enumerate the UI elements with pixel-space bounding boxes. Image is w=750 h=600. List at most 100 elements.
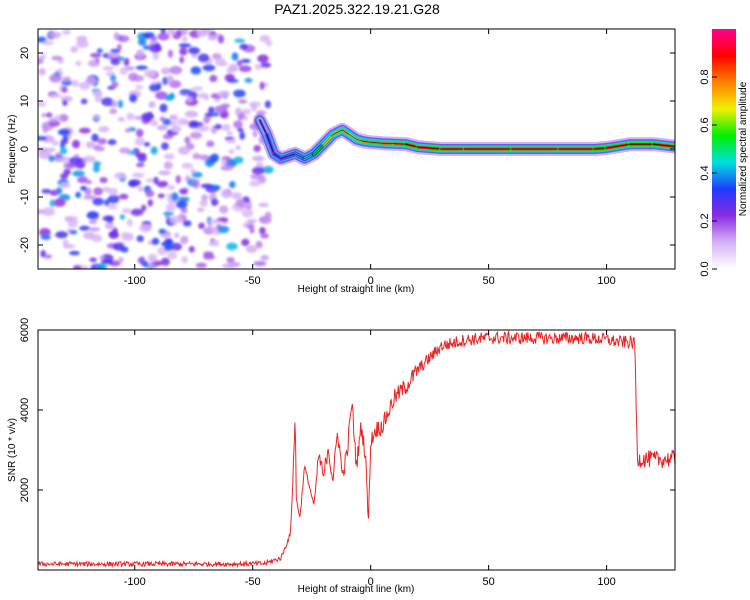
noise-blob — [75, 60, 82, 67]
noise-blob — [244, 77, 253, 83]
noise-blob — [110, 58, 121, 66]
noise-blob — [222, 123, 231, 132]
noise-blob — [118, 193, 129, 200]
noise-blob — [119, 147, 131, 154]
noise-blob — [49, 93, 62, 98]
noise-blob — [112, 242, 125, 251]
snr-x-tick-label: 100 — [597, 576, 615, 588]
noise-blob — [197, 92, 209, 99]
noise-blob — [260, 254, 269, 261]
spectrogram-y-ticks: -20 -10 0 10 20 — [19, 47, 675, 253]
noise-blob — [152, 261, 164, 267]
noise-blob — [101, 186, 112, 193]
noise-blob — [104, 199, 110, 207]
noise-blob — [257, 175, 267, 184]
noise-blob — [251, 155, 265, 162]
snr-background — [38, 330, 675, 570]
noise-blob — [107, 52, 121, 58]
noise-blob — [181, 162, 194, 169]
noise-blob — [197, 53, 210, 63]
noise-blob — [179, 89, 192, 94]
noise-blob — [129, 94, 138, 103]
noise-blob — [175, 200, 188, 209]
noise-blob — [231, 192, 243, 198]
noise-blob — [221, 158, 227, 166]
noise-blob — [59, 141, 66, 149]
noise-blob — [217, 225, 230, 234]
noise-blob — [188, 120, 200, 129]
noise-blob — [80, 185, 87, 191]
noise-blob — [206, 29, 213, 32]
snr-frame — [37, 329, 676, 571]
noise-blob — [235, 107, 242, 117]
noise-blob — [156, 125, 168, 131]
noise-blob — [239, 131, 246, 140]
noise-blob — [228, 180, 236, 189]
noise-blob — [61, 156, 71, 163]
noise-blob — [42, 207, 55, 217]
noise-blob — [224, 73, 235, 83]
snr-y-tick-label: 2000 — [19, 478, 31, 502]
noise-blob — [199, 199, 208, 207]
noise-blob — [246, 219, 257, 224]
noise-blob — [201, 194, 208, 201]
snr-x-ticks: -100 -50 0 50 100 — [124, 330, 616, 588]
noise-blob — [128, 179, 141, 187]
noise-blob — [211, 53, 222, 60]
noise-blob — [121, 208, 132, 214]
noise-blob — [123, 57, 130, 67]
snr-x-label: Height of straight line (km) — [298, 584, 415, 595]
noise-blob — [200, 183, 214, 189]
noise-blob — [58, 113, 69, 122]
noise-blob — [178, 43, 192, 48]
noise-blob — [98, 126, 110, 133]
noise-blob — [148, 83, 161, 92]
ridge-centerline — [259, 120, 675, 159]
noise-blob — [238, 99, 248, 104]
noise-blob — [87, 59, 100, 68]
noise-blob — [136, 49, 145, 58]
noise-blob — [53, 198, 66, 207]
spectrogram-y-tick-label: 0 — [19, 146, 31, 152]
noise-blob — [38, 57, 44, 65]
noise-blob — [62, 99, 68, 107]
spectrogram-y-tick-label: -20 — [19, 237, 31, 253]
spectrogram-y-tick-label: 20 — [19, 47, 31, 59]
noise-blob — [158, 170, 171, 176]
noise-blob — [151, 237, 160, 245]
noise-blob — [237, 127, 244, 132]
noise-blob — [66, 163, 77, 168]
noise-blob — [190, 66, 202, 75]
noise-blob — [165, 203, 177, 212]
noise-blob — [171, 192, 179, 202]
noise-blob — [226, 139, 237, 144]
noise-blob — [83, 194, 97, 200]
noise-blob — [134, 137, 145, 146]
spectrogram-x-label: Height of straight line (km) — [298, 284, 415, 295]
noise-blob — [177, 118, 189, 126]
noise-blob — [179, 47, 188, 56]
noise-blob — [144, 69, 157, 78]
noise-blob — [239, 43, 248, 50]
noise-blob — [245, 245, 258, 253]
noise-blob — [203, 116, 211, 124]
noise-blob — [135, 152, 147, 159]
spectrogram-y-tick-label: -10 — [19, 189, 31, 205]
noise-blob — [119, 214, 125, 220]
noise-blob — [64, 216, 76, 222]
noise-blob — [116, 43, 122, 51]
noise-blob — [69, 250, 80, 256]
noise-blob — [110, 48, 121, 54]
noise-blob — [136, 235, 144, 242]
noise-blob — [92, 160, 102, 167]
noise-blob — [182, 220, 192, 227]
noise-blob — [83, 155, 96, 163]
noise-blob — [117, 99, 124, 109]
noise-blob — [216, 217, 229, 222]
noise-blob — [207, 34, 218, 41]
spectrogram-x-ticks: -100 -50 0 50 100 — [124, 29, 616, 287]
noise-blob — [145, 189, 155, 198]
noise-blob — [112, 227, 118, 235]
noise-blob — [61, 86, 68, 93]
noise-blob — [236, 59, 243, 67]
